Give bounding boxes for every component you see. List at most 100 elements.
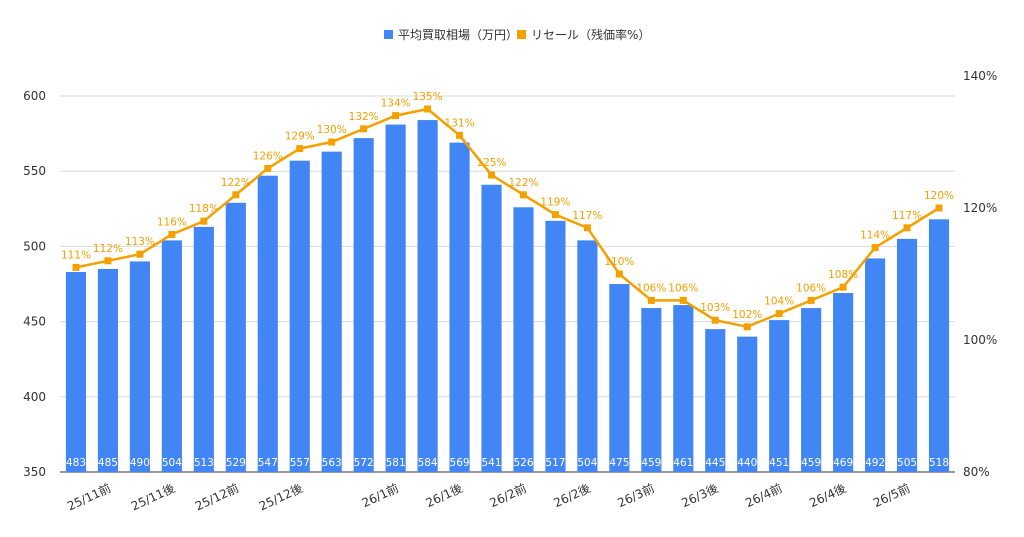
line-value-label: 106% [796, 282, 826, 294]
bar-value-label: 529 [226, 457, 246, 469]
x-tick-label: 26/4後 [807, 481, 848, 510]
legend-swatch-bar [384, 30, 393, 39]
bar [129, 261, 150, 472]
line-value-label: 119% [540, 197, 570, 209]
line-point [711, 316, 719, 324]
line-point [743, 323, 751, 331]
line-value-label: 129% [285, 131, 315, 143]
y-axis-left: 350 400 450 500 550 600 [23, 89, 46, 479]
y-left-tick-label: 600 [23, 89, 46, 103]
bar-value-label: 440 [737, 457, 757, 469]
bar-value-labels: 483 485 490 504 513 529 547 557 563 572 581 584 569 5… [66, 457, 949, 469]
bar [705, 329, 726, 472]
x-tick-label: 26/2前 [487, 480, 529, 510]
legend: 平均買取相場（万円） リセール（残価率%） [384, 27, 650, 42]
line-point [264, 164, 272, 172]
line-value-label: 125% [477, 157, 507, 169]
bar-value-label: 541 [481, 457, 501, 469]
bar [833, 293, 854, 472]
y-left-tick-label: 350 [23, 465, 46, 479]
line-path [75, 107, 940, 329]
line-value-label: 111% [61, 249, 91, 261]
line-value-label: 108% [828, 269, 858, 281]
line-value-label: 106% [636, 282, 666, 294]
y-left-tick-label: 400 [23, 390, 46, 404]
line-value-label: 104% [764, 296, 794, 308]
bar [577, 240, 598, 472]
x-tick-label: 26/5前 [871, 480, 913, 510]
x-tick-label: 26/3後 [679, 481, 720, 510]
line-point [871, 244, 879, 252]
bar-value-label: 492 [865, 457, 885, 469]
x-tick-label: 26/3前 [615, 480, 657, 510]
bar-value-label: 504 [162, 457, 182, 469]
line-point [232, 191, 240, 199]
bar [673, 305, 694, 472]
bar-series [65, 120, 950, 473]
bar [928, 219, 950, 472]
bar-value-label: 483 [66, 457, 86, 469]
line-value-label: 110% [604, 256, 634, 268]
line-point [136, 250, 144, 258]
bar [609, 284, 630, 472]
bar-value-label: 518 [929, 457, 949, 469]
bar [353, 138, 374, 472]
line-value-label: 106% [668, 282, 698, 294]
x-tick-label: 25/11後 [129, 481, 177, 513]
line-point [583, 224, 591, 232]
bar [385, 124, 406, 473]
bar [161, 240, 182, 472]
legend-swatch-line [517, 30, 526, 39]
line-point [296, 145, 304, 153]
legend-label-bar: 平均買取相場（万円） [398, 28, 518, 42]
bar [801, 308, 822, 472]
bar-value-label: 469 [833, 457, 853, 469]
bar-value-label: 563 [322, 457, 342, 469]
line-point [935, 204, 943, 212]
line-value-label: 126% [253, 150, 283, 162]
line-point [200, 217, 208, 225]
line-value-label: 114% [860, 230, 890, 242]
x-tick-label: 26/1前 [359, 480, 401, 510]
bar [97, 268, 119, 472]
line-point [424, 105, 432, 113]
line-point [839, 283, 847, 291]
line-value-label: 122% [221, 177, 251, 189]
line-point [807, 296, 815, 304]
y-left-tick-label: 500 [23, 239, 46, 253]
bar [865, 258, 886, 472]
bar-value-label: 517 [545, 457, 565, 469]
line-point [360, 125, 368, 133]
line-point [647, 296, 655, 304]
y-right-tick-label: 140% [963, 69, 997, 83]
bar-value-label: 572 [354, 457, 374, 469]
x-axis: 25/11前 25/11後 25/12前 25/12後 26/1前 26/1後 26/2前 2… [65, 480, 913, 513]
line-point [679, 296, 687, 304]
y-right-tick-label: 100% [963, 333, 997, 347]
bar [769, 320, 790, 472]
bar-value-label: 490 [130, 457, 150, 469]
bar-value-label: 584 [418, 457, 438, 469]
line-value-label: 134% [381, 98, 411, 110]
bar-value-label: 547 [258, 457, 278, 469]
line-value-label: 112% [93, 243, 123, 255]
line-point [519, 191, 527, 199]
line-point [104, 257, 112, 265]
y-left-tick-label: 550 [23, 164, 46, 178]
bar-value-label: 505 [897, 457, 917, 469]
bar-value-label: 513 [194, 457, 214, 469]
y-right-tick-label: 80% [963, 465, 990, 479]
x-tick-label: 25/12前 [193, 480, 242, 513]
bar [193, 226, 214, 472]
bar [225, 202, 246, 472]
line-value-label: 102% [732, 309, 762, 321]
line-point [168, 230, 176, 238]
bar-value-label: 569 [450, 457, 470, 469]
bar-value-label: 459 [801, 457, 821, 469]
x-tick-label: 25/11前 [65, 480, 114, 513]
bar-value-label: 581 [386, 457, 406, 469]
bar [449, 142, 470, 472]
line-point [456, 131, 464, 139]
